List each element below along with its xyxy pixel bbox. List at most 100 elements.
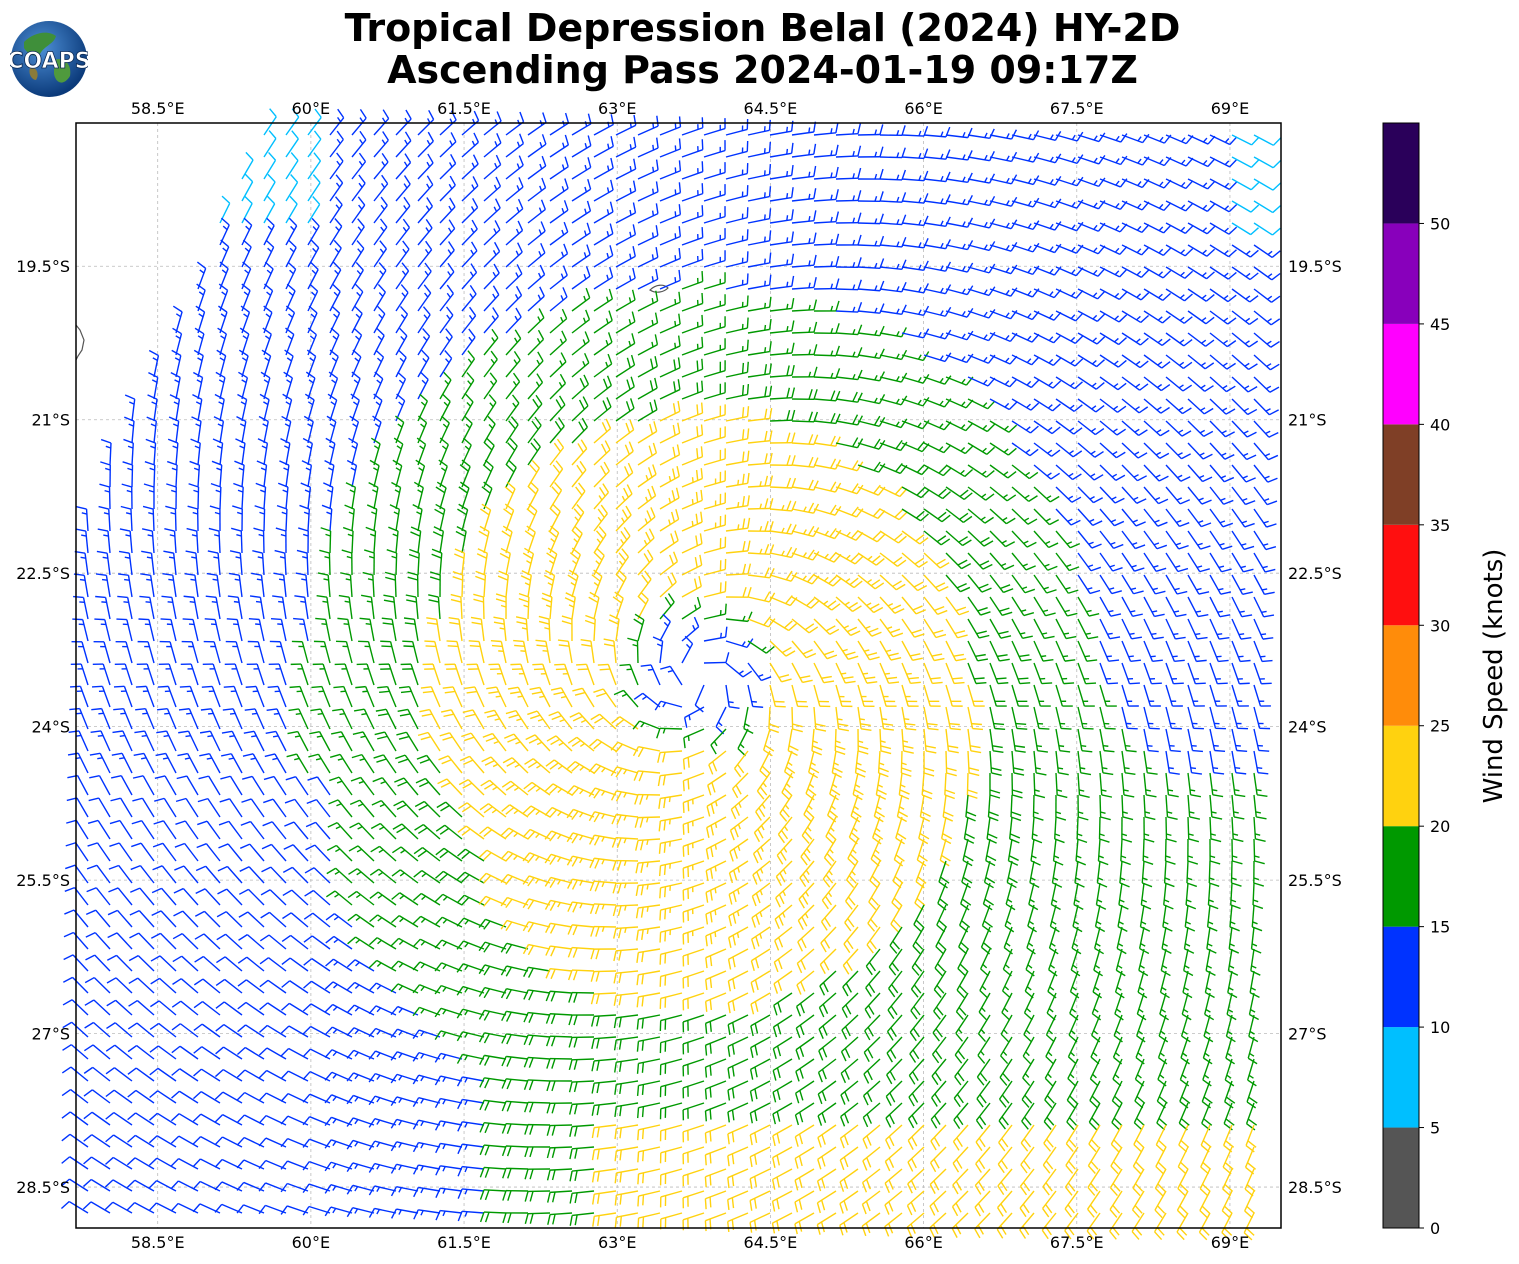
wind-barb [1231, 244, 1259, 258]
wind-barb [395, 153, 412, 180]
barb-feather [998, 630, 1009, 635]
barb-feather [812, 551, 820, 561]
wind-barb [461, 328, 476, 356]
barb-half-feather [651, 298, 654, 304]
barb-feather [472, 197, 479, 208]
barb-shaft [703, 281, 726, 290]
wind-barb [284, 349, 294, 378]
barb-feather [337, 617, 348, 621]
barb-feather [1116, 451, 1126, 459]
barb-feather [241, 283, 251, 292]
barb-half-feather [1115, 225, 1120, 231]
barb-half-feather [786, 325, 789, 332]
wind-barb [791, 366, 818, 378]
wind-barb [395, 305, 409, 334]
wind-barb [1231, 200, 1260, 213]
barb-feather [652, 442, 658, 454]
barb-feather [564, 597, 575, 603]
barb-shaft [328, 552, 331, 576]
barb-half-feather [426, 183, 430, 189]
barb-half-feather [583, 230, 587, 236]
barb-half-feather [151, 401, 157, 405]
barb-feather [264, 283, 273, 292]
barb-feather [540, 242, 546, 254]
barb-half-feather [559, 338, 564, 344]
barb-shaft [945, 178, 968, 184]
barb-feather [541, 597, 552, 603]
barb-feather [1185, 180, 1194, 189]
barb-feather [941, 514, 951, 523]
barb-half-feather [346, 555, 353, 559]
barb-feather [764, 408, 768, 420]
wind-barb [1165, 222, 1194, 234]
wind-barb [549, 460, 564, 488]
wind-barb [1099, 420, 1127, 436]
barb-shaft [681, 626, 700, 642]
wind-barb [637, 528, 655, 554]
barb-feather [244, 173, 254, 183]
wind-barb [230, 527, 243, 554]
barb-feather [1196, 659, 1207, 663]
barb-shaft [703, 480, 726, 488]
barb-shaft [989, 618, 1002, 639]
wind-barb [307, 130, 322, 158]
barb-feather [650, 358, 654, 369]
barb-half-feather [537, 316, 541, 322]
wind-barb [901, 374, 930, 384]
wind-barb [253, 527, 265, 554]
barb-half-feather [493, 228, 497, 234]
barb-shaft [1253, 156, 1274, 169]
barb-feather [655, 181, 659, 192]
wind-barb [725, 207, 749, 224]
barb-shaft [258, 619, 265, 642]
wind-barb [901, 508, 929, 522]
barb-half-feather [982, 447, 987, 453]
barb-half-feather [1131, 564, 1137, 568]
barb-feather [403, 175, 411, 185]
barb-half-feather [1093, 224, 1098, 230]
barb-feather [786, 387, 791, 399]
barb-feather [673, 381, 677, 392]
barb-feather [1220, 591, 1232, 595]
barb-shaft [681, 149, 703, 158]
wind-barb [1055, 332, 1084, 345]
wind-barb [417, 175, 434, 202]
barb-feather [493, 263, 500, 274]
wind-barb [571, 417, 588, 444]
wind-barb [571, 135, 592, 158]
wind-barb [967, 331, 996, 342]
barb-feather [395, 415, 405, 423]
barb-feather [857, 167, 862, 179]
barb-shaft [879, 288, 902, 293]
barb-shaft [483, 207, 501, 224]
barb-feather [988, 263, 996, 274]
barb-half-feather [1200, 384, 1206, 389]
barb-shaft [637, 322, 658, 334]
barb-feather [118, 550, 130, 554]
barb-shaft [967, 134, 990, 140]
barb-half-feather [1159, 136, 1164, 142]
barb-shaft [879, 486, 901, 498]
barb-half-feather [365, 623, 371, 625]
barb-half-feather [1043, 586, 1049, 590]
wind-barb [241, 173, 254, 202]
barb-shaft [505, 186, 524, 202]
barb-feather [467, 350, 476, 360]
barb-half-feather [1005, 200, 1010, 206]
barb-feather [806, 652, 817, 659]
barb-half-feather [307, 423, 313, 428]
barb-feather [537, 329, 545, 340]
barb-feather [901, 281, 907, 293]
barb-shaft [329, 160, 344, 180]
barb-half-feather [1245, 295, 1251, 300]
barb-shaft [725, 618, 748, 623]
barb-shaft [967, 398, 989, 410]
barb-shaft [1187, 134, 1209, 145]
barb-feather [551, 486, 560, 495]
wind-barb [791, 188, 817, 202]
barb-feather [1174, 659, 1185, 663]
wind-barb [879, 395, 908, 406]
wind-barb [461, 393, 474, 422]
barb-shaft [681, 585, 702, 598]
barb-half-feather [1089, 496, 1095, 500]
